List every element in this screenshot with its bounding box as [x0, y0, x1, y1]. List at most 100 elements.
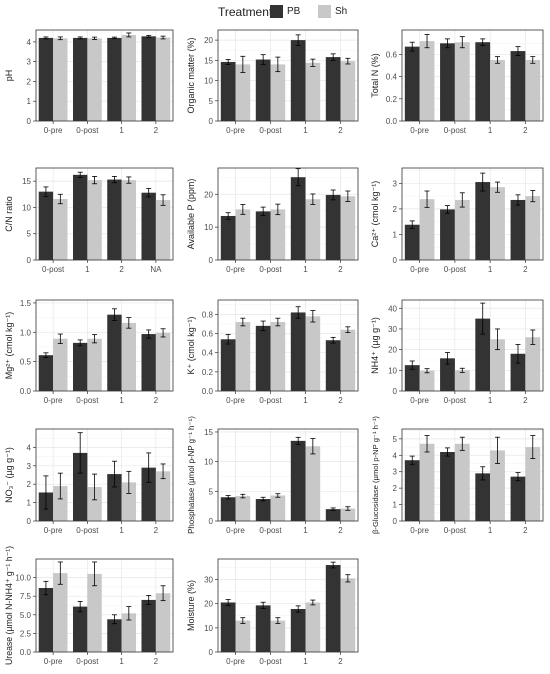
x-tick-label: 0-pre: [226, 396, 245, 405]
bar: [440, 452, 455, 521]
x-tick-label: 2: [338, 265, 343, 274]
x-tick-label: 2: [154, 526, 159, 535]
y-axis-title: Ca²⁺ (cmol kg⁻¹): [370, 181, 380, 248]
bar: [270, 495, 286, 521]
x-tick-label: 0-post: [259, 265, 282, 274]
bar: [107, 314, 122, 391]
y-tick-label: 0.2: [386, 95, 398, 104]
x-tick-label: 2: [523, 265, 528, 274]
bar: [270, 620, 286, 652]
bar: [107, 474, 122, 521]
y-tick-label: 0.0: [20, 387, 32, 396]
error-bar: [295, 34, 301, 46]
bar: [340, 508, 356, 521]
y-tick-label: 3: [393, 468, 398, 477]
error-bar: [43, 36, 49, 40]
error-bar: [345, 190, 351, 202]
y-axis-title: β-Glucosidase (µmol p-NP g⁻¹ h⁻¹): [371, 416, 380, 534]
bar: [141, 192, 156, 260]
bar: [87, 338, 102, 391]
error-bar: [43, 580, 49, 596]
error-bar: [260, 601, 266, 609]
bar: [490, 339, 505, 391]
error-bar: [225, 495, 231, 500]
bar: [510, 199, 526, 260]
y-tick-label: 5: [27, 230, 32, 239]
x-tick-label: 0-pre: [44, 526, 63, 535]
error-bar: [260, 496, 266, 502]
y-tick-label: 0.2: [202, 368, 214, 377]
x-tick-label: 2: [119, 265, 124, 274]
error-bar: [409, 455, 415, 465]
x-tick-label: 1: [488, 265, 493, 274]
y-tick-label: 1: [27, 499, 32, 508]
error-bar: [480, 302, 486, 335]
error-bar: [240, 317, 246, 327]
bar: [155, 37, 171, 121]
error-bar: [530, 190, 536, 203]
bar: [255, 605, 271, 652]
error-bar: [530, 56, 536, 64]
x-tick-label: 0-pre: [44, 126, 63, 135]
error-bar: [330, 336, 336, 344]
bar: [340, 61, 356, 121]
chart-panel: 0 5 10 15 20 0-pre 0-post 1 2 Organic matter (%): [186, 29, 359, 135]
bar: [510, 353, 526, 391]
chart-panel: 0.0 0.5 1.0 1.5 0-pre 0-post 1 2 Mg²⁺ (cmol kg⁻¹…: [4, 299, 174, 405]
bar: [235, 64, 251, 121]
bar: [53, 338, 68, 391]
bar: [525, 196, 541, 260]
error-bar: [260, 54, 266, 65]
bar: [72, 174, 88, 260]
bar: [475, 473, 491, 521]
error-bar: [111, 460, 117, 488]
y-tick-label: 3: [27, 58, 32, 67]
y-tick-label: 2: [27, 480, 32, 489]
error-bar: [310, 310, 316, 323]
y-tick-label: 10.0: [15, 574, 31, 583]
y-tick-label: 15: [22, 177, 31, 186]
bar: [255, 211, 271, 260]
bar: [107, 619, 122, 652]
y-tick-label: 0: [209, 256, 214, 265]
bar: [87, 180, 102, 260]
error-bar: [57, 472, 63, 500]
bar: [53, 486, 68, 521]
error-bar: [444, 38, 450, 49]
y-axis-title: NH4⁺ (µg g⁻¹): [370, 317, 380, 374]
y-axis-title: Organic matter (%): [186, 37, 196, 113]
y-tick-label: 0: [393, 387, 398, 396]
bar: [404, 365, 420, 391]
error-bar: [160, 194, 166, 206]
bar: [419, 443, 435, 521]
bar: [141, 36, 156, 122]
y-tick-label: 7.5: [20, 592, 32, 601]
x-tick-label: 0-pre: [226, 657, 245, 666]
error-bar: [240, 617, 246, 624]
bar: [290, 609, 306, 652]
x-tick-label: 0-pre: [44, 396, 63, 405]
bar: [53, 199, 68, 260]
bar: [305, 199, 321, 260]
bar: [220, 61, 236, 121]
bar: [525, 337, 541, 391]
y-tick-label: 0.0: [20, 648, 32, 657]
error-bar: [146, 595, 152, 605]
error-bar: [225, 599, 231, 606]
error-bar: [275, 56, 281, 73]
error-bar: [480, 38, 486, 46]
y-tick-label: 0.0: [386, 117, 398, 126]
bar: [454, 42, 470, 121]
error-bar: [275, 203, 281, 216]
x-tick-label: 2: [523, 126, 528, 135]
error-bar: [57, 193, 63, 205]
legend-label-sh: Sh: [335, 6, 348, 17]
legend-swatch-pb: [270, 5, 283, 18]
error-bar: [424, 435, 430, 453]
y-tick-label: 3: [27, 462, 32, 471]
error-bar: [57, 561, 63, 585]
bar: [107, 179, 122, 260]
y-tick-label: 4: [27, 38, 32, 47]
bar: [121, 482, 137, 521]
y-tick-label: 0: [209, 117, 214, 126]
